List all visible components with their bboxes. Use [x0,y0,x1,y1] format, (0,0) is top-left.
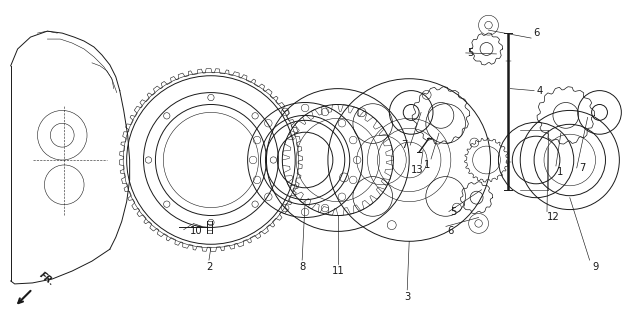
Text: 4: 4 [537,86,543,96]
Text: 7: 7 [579,163,586,173]
Text: 8: 8 [299,262,305,272]
Text: 12: 12 [546,212,559,222]
Text: 6: 6 [533,28,539,38]
Text: 1: 1 [424,160,430,170]
Text: 1: 1 [556,167,563,177]
Text: 5: 5 [451,206,457,217]
Text: 6: 6 [448,226,454,236]
Text: 5: 5 [467,48,474,58]
Text: 7: 7 [401,140,408,150]
Text: 13: 13 [411,165,424,175]
Text: FR.: FR. [38,271,56,288]
Text: 11: 11 [331,266,344,276]
Text: 3: 3 [404,292,410,302]
Text: 2: 2 [206,262,212,272]
Text: 10: 10 [190,226,202,236]
Text: 9: 9 [592,262,598,272]
